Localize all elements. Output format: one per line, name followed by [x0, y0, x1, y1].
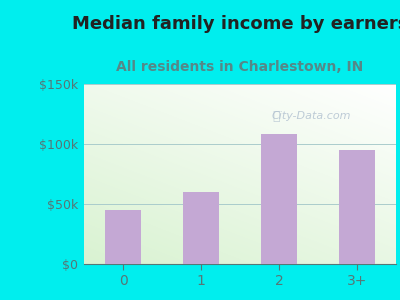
Bar	[340, 150, 374, 264]
Text: ⓘ: ⓘ	[272, 110, 280, 123]
Text: Median family income by earners: Median family income by earners	[72, 15, 400, 33]
Text: City-Data.com: City-Data.com	[272, 111, 352, 122]
Bar	[262, 134, 296, 264]
Text: All residents in Charlestown, IN: All residents in Charlestown, IN	[116, 60, 364, 74]
Bar	[106, 210, 140, 264]
Bar	[184, 192, 218, 264]
